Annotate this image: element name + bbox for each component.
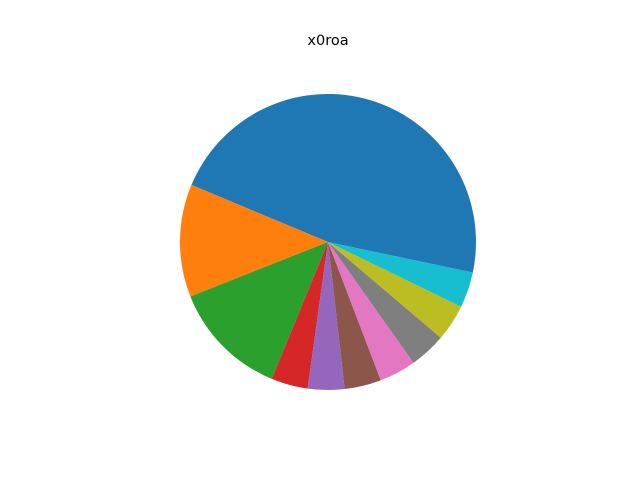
pie-slice-6 [328,242,381,390]
pie-slice-10 [328,242,473,307]
pie-slice-9 [328,242,462,338]
chart-title: x0roa [307,33,349,49]
pie-slice-7 [328,242,414,381]
pie-slice-5 [307,242,345,390]
pie-slice-4 [271,242,328,389]
pie-slice-2 [179,184,328,297]
pie-slice-11 [328,242,477,273]
pie-slice-3 [190,242,328,379]
pie-slice-1 [191,93,476,243]
pie-slices [179,93,477,390]
pie-slice-8 [328,242,441,363]
